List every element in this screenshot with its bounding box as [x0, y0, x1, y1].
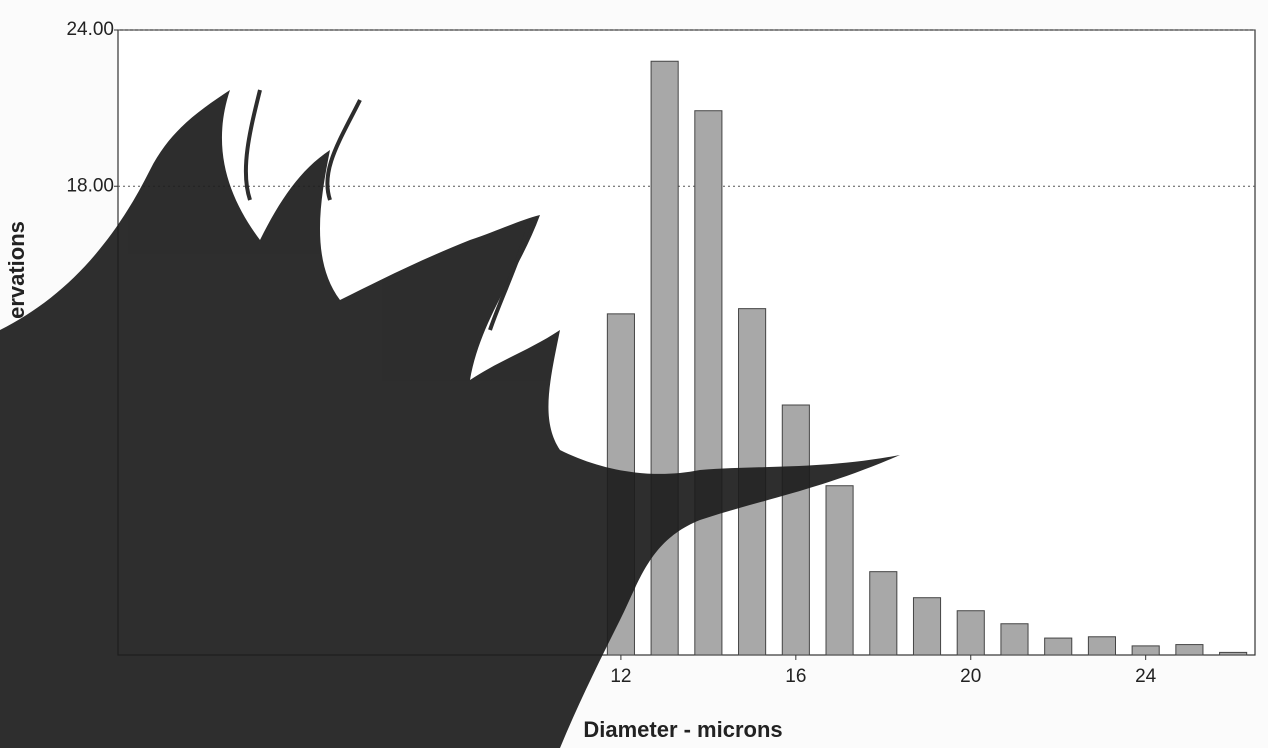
bar: [912, 597, 942, 656]
bar: [869, 571, 898, 656]
bar: [781, 404, 810, 656]
x-tick-label: 16: [785, 666, 806, 687]
bar: [650, 60, 679, 656]
bar: [1044, 637, 1073, 656]
bar: [1087, 636, 1116, 656]
bar: [956, 610, 985, 656]
x-axis-label: Diameter - microns: [583, 717, 782, 742]
x-tick-label: 20: [960, 666, 981, 687]
photo-overlay: [0, 89, 900, 748]
bar: [1219, 651, 1248, 656]
bar: [694, 110, 723, 656]
x-tick-label: 24: [1135, 666, 1157, 687]
bar: [1131, 645, 1160, 656]
y-tick-label: 24.00: [66, 19, 114, 40]
bar: [1175, 644, 1204, 656]
y-axis-label: ervations: [4, 221, 29, 319]
x-tick-label: 12: [610, 666, 631, 687]
bar: [1000, 623, 1029, 656]
bar: [825, 485, 854, 656]
y-tick-label: 18.00: [66, 175, 114, 196]
